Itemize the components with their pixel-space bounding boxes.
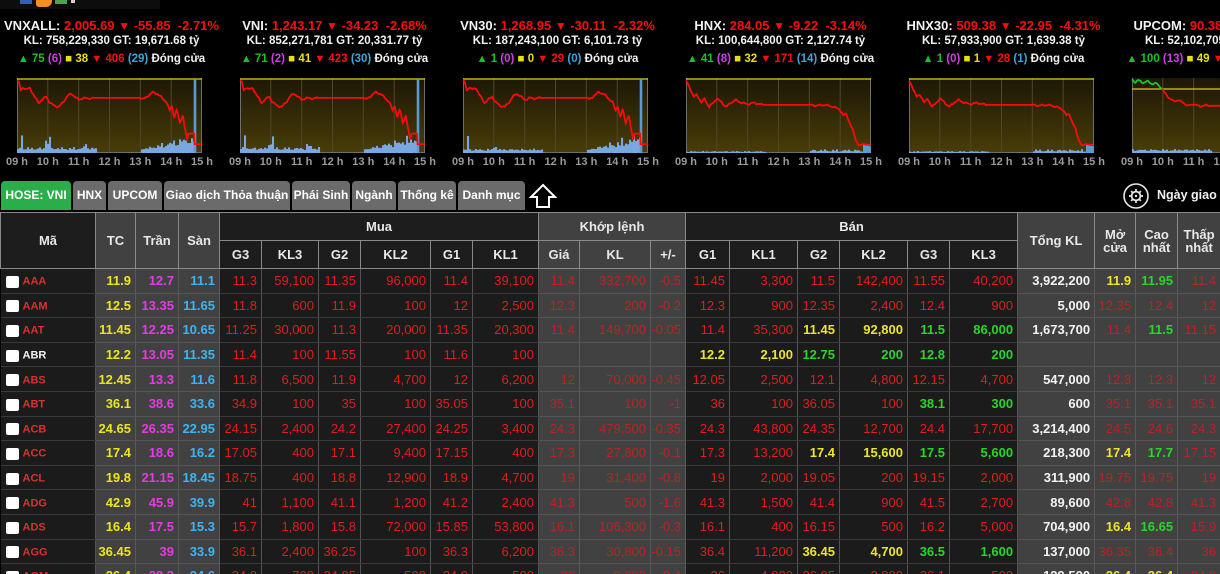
svg-text:09 h: 09 h xyxy=(229,156,251,168)
svg-text:09 h: 09 h xyxy=(452,156,474,168)
svg-text:09 h: 09 h xyxy=(1121,156,1143,168)
svg-text:13 h: 13 h xyxy=(798,156,820,168)
svg-text:15 h: 15 h xyxy=(191,156,213,168)
svg-text:12 h: 12 h xyxy=(990,156,1012,168)
svg-text:12 h: 12 h xyxy=(98,156,120,168)
svg-text:14 h: 14 h xyxy=(160,156,182,168)
svg-text:13 h: 13 h xyxy=(575,156,597,168)
svg-text:09 h: 09 h xyxy=(898,156,920,168)
svg-text:13 h: 13 h xyxy=(1021,156,1043,168)
svg-text:13 h: 13 h xyxy=(129,156,151,168)
svg-text:15 h: 15 h xyxy=(637,156,659,168)
svg-text:11 h: 11 h xyxy=(1183,156,1205,168)
svg-text:12 h: 12 h xyxy=(1213,156,1220,168)
svg-text:14 h: 14 h xyxy=(606,156,628,168)
svg-text:11 h: 11 h xyxy=(960,156,982,168)
svg-text:09 h: 09 h xyxy=(6,156,28,168)
svg-text:10 h: 10 h xyxy=(706,156,728,168)
svg-text:11 h: 11 h xyxy=(737,156,759,168)
svg-text:10 h: 10 h xyxy=(260,156,282,168)
svg-text:12 h: 12 h xyxy=(767,156,789,168)
svg-text:14 h: 14 h xyxy=(383,156,405,168)
svg-text:13 h: 13 h xyxy=(352,156,374,168)
svg-text:14 h: 14 h xyxy=(1052,156,1074,168)
svg-text:12 h: 12 h xyxy=(544,156,566,168)
svg-text:12 h: 12 h xyxy=(321,156,343,168)
svg-text:15 h: 15 h xyxy=(414,156,436,168)
svg-text:14 h: 14 h xyxy=(829,156,851,168)
svg-text:11 h: 11 h xyxy=(291,156,313,168)
svg-text:11 h: 11 h xyxy=(68,156,90,168)
svg-text:10 h: 10 h xyxy=(483,156,505,168)
svg-text:11 h: 11 h xyxy=(514,156,536,168)
svg-text:15 h: 15 h xyxy=(860,156,882,168)
svg-text:10 h: 10 h xyxy=(929,156,951,168)
svg-text:10 h: 10 h xyxy=(37,156,59,168)
svg-text:15 h: 15 h xyxy=(1083,156,1105,168)
svg-text:10 h: 10 h xyxy=(1152,156,1174,168)
svg-text:09 h: 09 h xyxy=(675,156,697,168)
